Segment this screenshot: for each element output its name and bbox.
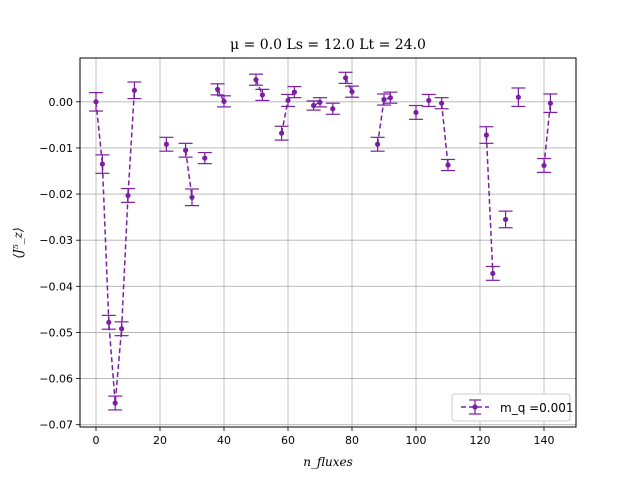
data-point [490,270,496,277]
x-tick-label: 100 [406,434,427,447]
y-tick-label: −0.06 [39,373,73,386]
data-point [541,162,547,169]
data-point [202,155,208,161]
x-tick-label: 0 [93,434,100,447]
data-point [375,141,381,147]
data-point [515,94,522,100]
data-point [439,100,445,106]
series-line [485,134,494,274]
data-point [285,97,291,104]
data-point [483,132,489,138]
data-point [106,319,112,325]
data-point [279,130,285,136]
x-tick-label: 40 [217,434,231,447]
data-point [221,98,227,104]
data-point [349,89,355,95]
y-tick-label: 0.00 [49,96,74,109]
data-point [343,75,349,81]
plot-frame [79,57,577,428]
legend-label: m_q =0.001 [500,401,574,415]
data-point [387,95,393,101]
series-line [255,79,264,96]
data-point [259,92,265,98]
legend-point [472,404,478,410]
y-tick-label: −0.01 [39,142,73,155]
data-layer [89,71,558,411]
legend-box [451,393,571,422]
x-tick-label: 140 [534,434,555,447]
data-point [99,161,105,167]
data-point [119,326,125,332]
x-tick-label: 120 [470,434,491,447]
data-point [317,99,323,105]
data-point [547,100,554,106]
x-axis-label: n_fluxes [303,455,353,469]
data-point [291,89,297,95]
series-line [440,103,449,166]
x-tick-label: 60 [281,434,295,447]
series-line [543,103,552,166]
data-point [330,106,336,112]
data-point [413,109,419,116]
chart-title: μ = 0.0 Ls = 12.0 Lt = 24.0 [230,37,426,53]
legend: m_q =0.001 [451,393,574,422]
series-line [95,90,136,404]
grid-layer [80,58,576,427]
x-tick-label: 20 [153,434,167,447]
data-point [215,86,221,92]
data-point [503,216,509,223]
data-point [131,87,137,93]
y-tick-label: −0.03 [39,234,73,247]
legend-marker-icon [461,399,489,415]
y-tick-label: −0.02 [39,188,73,201]
data-point [125,192,131,199]
data-point [189,194,195,200]
y-tick-label: −0.04 [39,280,73,293]
data-point [163,141,169,147]
data-point [112,400,118,406]
data-point [426,97,432,104]
y-tick-label: −0.05 [39,326,73,339]
data-point [183,147,189,153]
data-point [445,162,451,168]
data-point [253,77,259,83]
data-point [93,99,99,105]
y-axis-label: ⟨J⁵_z⟩ [11,227,25,258]
y-tick-label: −0.07 [39,419,73,432]
x-tick-label: 80 [345,434,359,447]
ticks-layer: 0 20 40 60 80 100 120 140 0.00 −0.01 −0.02 −0.03 −0.… [39,96,554,447]
data-point [381,96,387,103]
